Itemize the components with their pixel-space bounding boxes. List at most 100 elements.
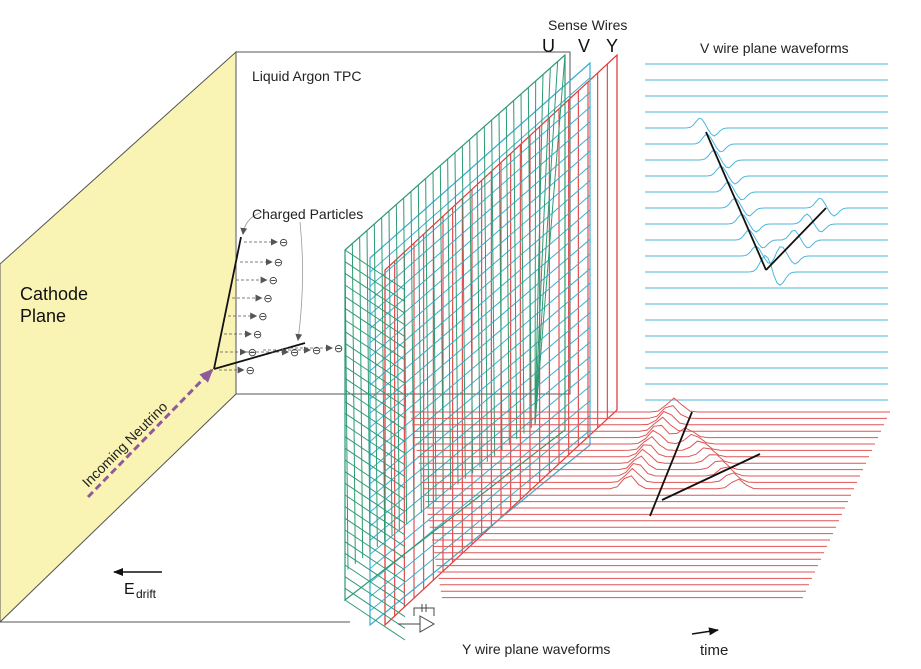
u-wire <box>344 494 406 536</box>
u-wire <box>344 564 406 606</box>
u-wire <box>344 552 406 594</box>
u-wire <box>344 599 406 641</box>
u-wire <box>344 424 406 466</box>
v-wire <box>369 209 591 400</box>
v-waveform <box>645 213 888 233</box>
y-waveform <box>416 435 872 451</box>
u-wire <box>344 331 406 373</box>
electron-icon: ⊖ <box>263 292 272 305</box>
u-wire-plane <box>344 53 566 641</box>
v-waveform <box>645 254 888 286</box>
u-plane-label: U <box>542 36 555 56</box>
u-wire <box>359 236 364 559</box>
sense-wire-planes <box>344 53 618 641</box>
charged-particles-pointer-1 <box>240 211 263 235</box>
v-wire <box>369 238 591 428</box>
y-track-line-1 <box>649 411 693 517</box>
v-waveform <box>645 117 888 137</box>
v-wire <box>369 136 591 329</box>
u-wire <box>344 354 406 396</box>
u-wire <box>344 459 406 501</box>
electron-icon: ⊖ <box>279 236 288 249</box>
v-wire <box>369 312 591 499</box>
preamp-capacitor <box>413 604 435 616</box>
y-wire-plane-waveforms <box>410 397 890 599</box>
u-wire <box>461 145 466 479</box>
v-wire <box>369 415 591 598</box>
u-wire <box>344 307 406 349</box>
preamp-symbol <box>398 604 436 633</box>
u-wire <box>534 80 537 426</box>
v-plane-label: V <box>578 36 590 56</box>
u-wire <box>344 587 406 629</box>
u-wire <box>491 119 496 457</box>
y-waveform <box>410 397 890 413</box>
v-wire <box>369 224 591 414</box>
u-wire <box>513 100 518 440</box>
v-waveform <box>645 165 888 185</box>
u-wire <box>403 197 408 525</box>
charged-particles-label: Charged Particles <box>252 206 363 222</box>
u-wire <box>344 436 406 478</box>
v-wire <box>369 150 591 344</box>
neutrino-arrow <box>86 368 214 499</box>
u-wire <box>520 93 525 434</box>
v-wire-plane-waveforms <box>645 63 888 401</box>
u-wire <box>534 67 551 426</box>
u-wire <box>344 517 406 559</box>
electron-icon: ⊖ <box>258 310 267 323</box>
u-wire <box>447 158 452 491</box>
v-track-line-2 <box>765 207 827 271</box>
u-wire <box>483 126 488 462</box>
electron-icon: ⊖ <box>248 346 257 359</box>
v-wire <box>369 268 591 456</box>
v-wire <box>369 253 591 442</box>
y-waveform <box>411 405 887 419</box>
v-wire <box>369 180 591 372</box>
u-wire <box>534 61 559 426</box>
v-wire <box>369 297 591 485</box>
electron-icon: ⊖ <box>274 256 283 269</box>
u-wire <box>344 319 406 361</box>
u-wire <box>344 412 406 454</box>
u-wire <box>439 165 444 496</box>
u-wire <box>534 54 566 426</box>
v-wire <box>369 121 591 315</box>
u-wire <box>344 576 406 618</box>
particle-tracks: ⊖ ⊖ ⊖ ⊖ ⊖ ⊖ ⊖ ⊖ ⊖ ⊖ ⊖ <box>86 211 343 499</box>
y-waveform <box>423 475 854 490</box>
y-track-line-2 <box>661 453 761 501</box>
u-wire <box>344 342 406 384</box>
e-drift-subscript: drift <box>136 587 157 601</box>
tpc-title: Liquid Argon TPC <box>252 68 361 84</box>
v-waveform <box>645 245 888 265</box>
cathode-label-line2: Plane <box>20 306 66 326</box>
y-waveforms-title: Y wire plane waveforms <box>462 641 610 657</box>
u-wire <box>344 482 406 524</box>
u-wire <box>351 243 356 564</box>
y-waveform <box>417 444 869 458</box>
u-wire <box>410 191 415 519</box>
u-wire <box>498 113 503 451</box>
v-wire <box>369 444 591 626</box>
electron-icon: ⊖ <box>246 364 255 377</box>
electron-icon: ⊖ <box>312 344 321 357</box>
u-wire <box>344 377 406 419</box>
y-waveform <box>412 410 884 426</box>
electron-icon: ⊖ <box>253 328 262 341</box>
v-wire <box>369 77 591 273</box>
cathode-label-line1: Cathode <box>20 284 88 304</box>
sense-wires-label: Sense Wires <box>548 17 627 33</box>
u-wire <box>344 447 406 489</box>
u-wire <box>417 184 422 513</box>
u-wire <box>344 296 406 338</box>
u-wire <box>534 74 544 426</box>
u-wire <box>432 171 437 502</box>
u-wire <box>381 217 386 542</box>
u-wire <box>344 389 406 431</box>
v-waveform <box>645 133 888 153</box>
e-drift-label: E <box>124 581 135 598</box>
time-arrow <box>691 627 719 636</box>
v-wire <box>369 283 591 471</box>
